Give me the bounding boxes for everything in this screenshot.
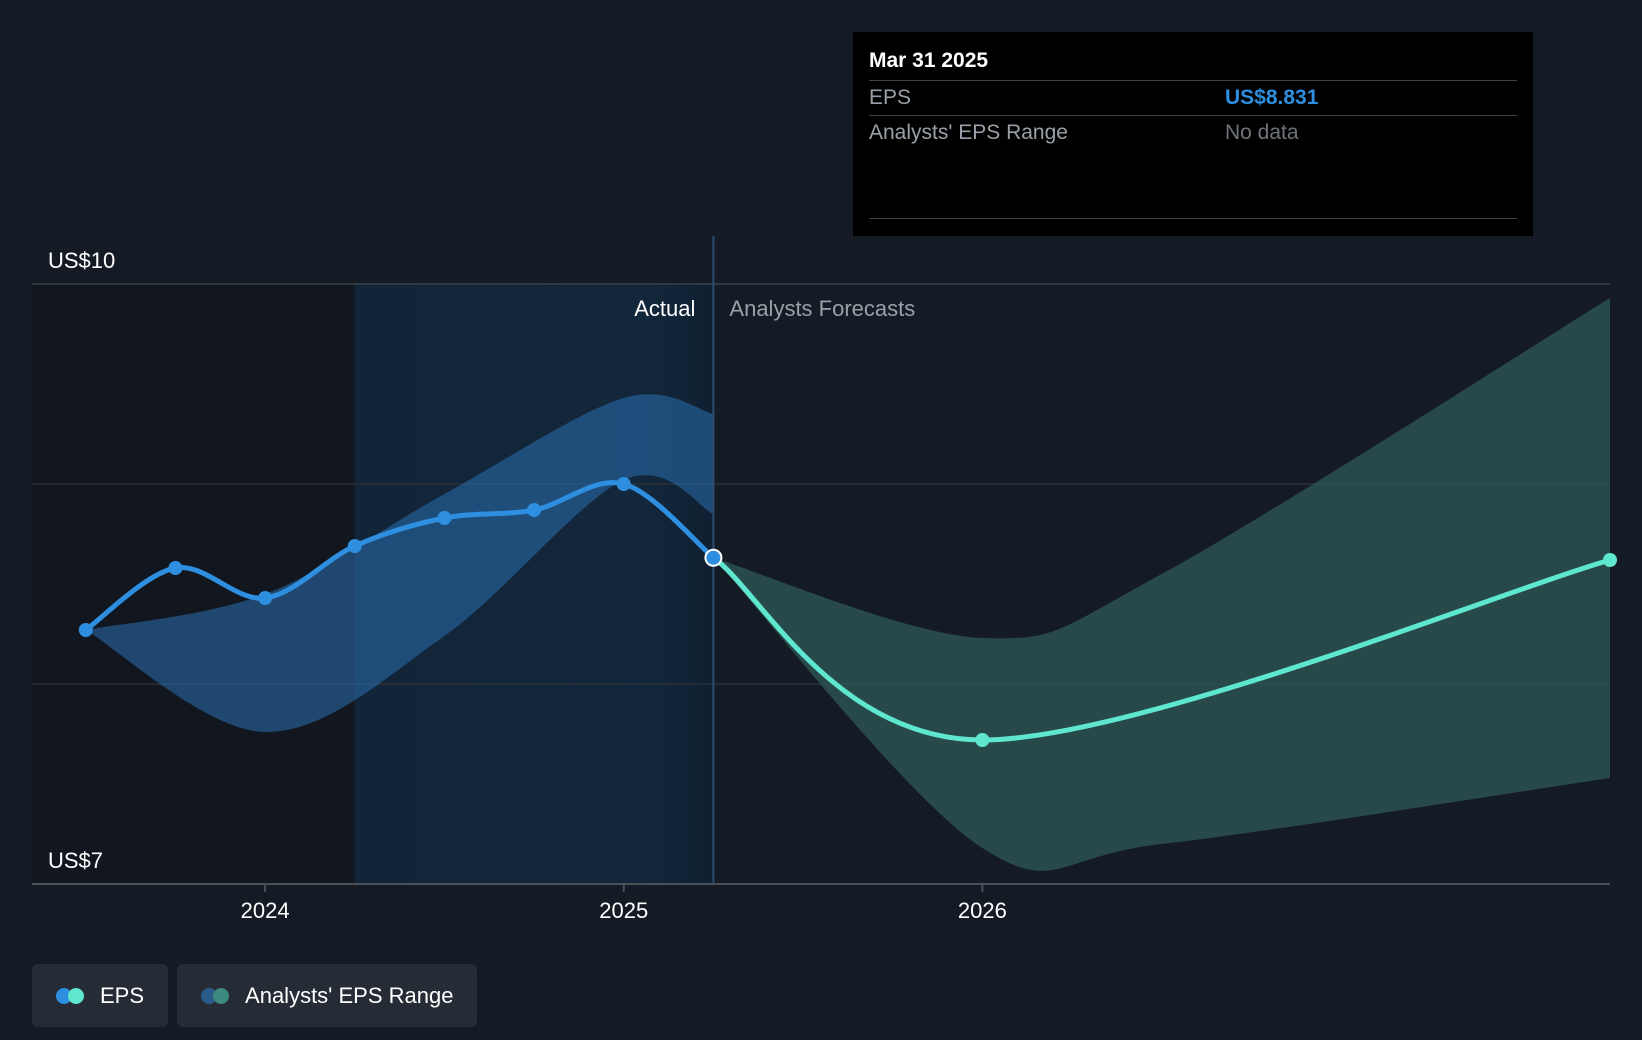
legend-item-eps-range[interactable]: Analysts' EPS Range [177, 964, 478, 1027]
tooltip-eps-label: EPS [869, 86, 912, 109]
tooltip-divider [869, 218, 1517, 219]
historical-eps-range-band [85, 394, 714, 733]
analysts-eps-range-band [713, 298, 1610, 871]
tooltip-date: Mar 31 2025 [869, 49, 989, 72]
x-tick-label: 2025 [599, 898, 648, 923]
legend-eps-range-label: Analysts' EPS Range [245, 982, 454, 1008]
x-tick-label: 2026 [958, 898, 1007, 923]
tooltip-eps-value: US$8.831 [1225, 86, 1319, 109]
tooltip-row-range: Analysts' EPS Range No data [869, 115, 1517, 150]
legend-item-eps[interactable]: EPS [32, 964, 169, 1027]
selected-eps-point[interactable] [704, 548, 723, 567]
tooltip-row-eps: EPS US$8.831 [869, 80, 1517, 115]
eps-point[interactable] [78, 623, 93, 637]
eps-point[interactable] [437, 511, 452, 525]
eps-forecast-line [710, 555, 1613, 743]
legend: EPS Analysts' EPS Range [32, 964, 478, 1027]
eps-forecast-point[interactable] [975, 733, 990, 747]
y-tick-label: US$7 [48, 848, 103, 873]
tooltip: Mar 31 2025 EPS US$8.831 Analysts' EPS R… [853, 32, 1533, 236]
eps-forecast-point[interactable] [1603, 553, 1617, 567]
eps-range-legend-icon [201, 987, 231, 1004]
eps-point[interactable] [527, 503, 542, 517]
eps-legend-icon [56, 987, 86, 1004]
x-tick-label: 2024 [241, 898, 290, 923]
tooltip-range-label: Analysts' EPS Range [869, 121, 1068, 144]
eps-point[interactable] [347, 539, 362, 553]
actual-region-label: Actual [634, 296, 695, 321]
eps-point[interactable] [168, 561, 183, 575]
tooltip-range-value: No data [1225, 121, 1299, 144]
y-tick-label: US$10 [48, 248, 115, 273]
eps-point[interactable] [258, 591, 273, 605]
eps-point[interactable] [616, 477, 631, 491]
legend-eps-label: EPS [100, 982, 145, 1008]
forecast-region-label: Analysts Forecasts [729, 296, 915, 321]
